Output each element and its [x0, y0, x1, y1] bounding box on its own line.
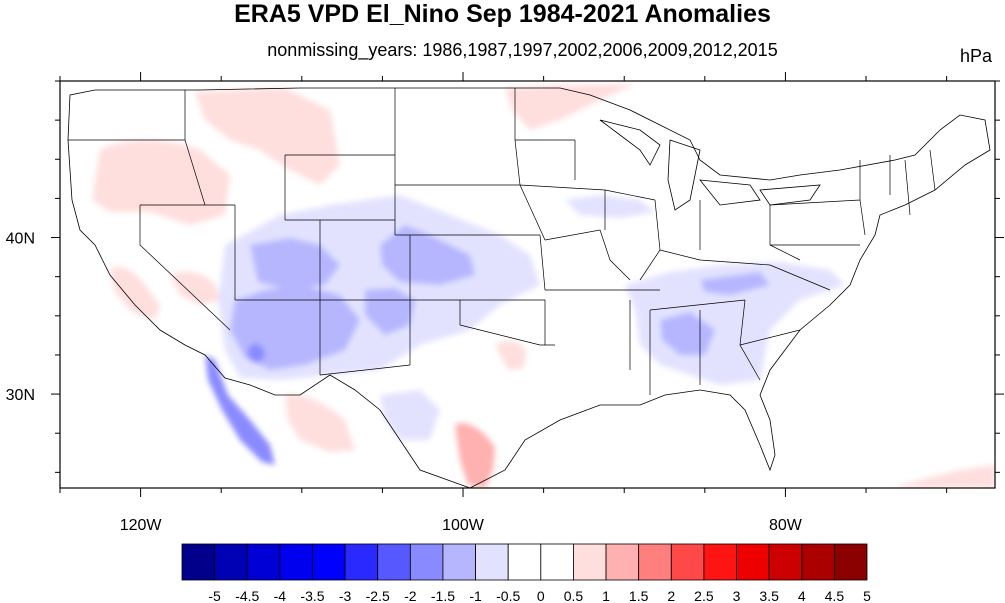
colorbar-swatch: [768, 543, 803, 581]
colorbar-swatch: [507, 543, 542, 581]
colorbar-label: 1.5: [629, 588, 649, 603]
colorbar-label: 4: [798, 588, 806, 603]
colorbar-label: -2: [404, 588, 417, 603]
anomaly-region-alabama-core: [660, 312, 715, 355]
anomaly-region-north-dakota-positive: [505, 84, 635, 130]
colorbar-swatch: [246, 543, 281, 581]
anomaly-region-south-texas-positive: [455, 422, 495, 488]
colorbar-label: -3: [339, 588, 352, 603]
axis-tick-labels: 120W 100W 80W 30N 40N: [6, 231, 803, 534]
colorbar-label: -1.5: [431, 588, 455, 603]
state-lines: [68, 88, 936, 395]
map-frame: [59, 80, 996, 489]
great-lakes: [599, 119, 821, 211]
anomaly-region-arizona-dark-spot: [248, 344, 265, 363]
anomaly-region-texas-positive: [495, 340, 526, 370]
colorbar-swatch: [670, 543, 705, 581]
colorbar-swatch: [703, 543, 737, 581]
colorbar-swatch: [801, 543, 835, 581]
anomaly-region-montana-positive: [195, 88, 340, 185]
colorbar-swatch: [736, 543, 770, 581]
colorbar-label: 5: [863, 588, 871, 603]
colorbar-swatch: [377, 543, 411, 581]
anomaly-shading: [92, 84, 995, 488]
coastline-outline: [67, 87, 991, 488]
colorbar: -5 -4.5 -4 -3.5 -3 -2.5 -2 -1.5 -1 -0.5 0 0.5 1 1.5 2 2…: [181, 543, 871, 603]
colorbar-swatch: [214, 543, 248, 581]
colorbar-swatch: [573, 543, 607, 581]
map-subtitle: nonmissing_years: 1986,1987,1997,2002,20…: [267, 40, 778, 60]
colorbar-label: -1: [469, 588, 482, 603]
anomaly-region-mexico-coast-positive: [285, 394, 355, 452]
y-tick-label: 40N: [6, 231, 35, 248]
colorbar-label: -0.5: [496, 588, 520, 603]
colorbar-swatch: [344, 543, 379, 581]
x-tick-label: 120W: [120, 517, 163, 534]
colorbar-label: 3.5: [759, 588, 779, 603]
colorbar-label: -5: [208, 588, 221, 603]
colorbar-label: 3: [733, 588, 741, 603]
x-tick-label: 100W: [442, 517, 485, 534]
x-tick-label: 80W: [769, 517, 803, 534]
colorbar-label: 4.5: [825, 588, 845, 603]
colorbar-swatch: [312, 543, 346, 581]
colorbar-swatch: [605, 543, 640, 581]
anomaly-region-utah-core: [250, 238, 340, 290]
colorbar-label: 1: [602, 588, 610, 603]
colorbar-label: 2: [667, 588, 675, 603]
colorbar-swatch: [279, 543, 313, 581]
colorbar-swatch: [638, 543, 672, 581]
colorbar-swatch: [181, 543, 216, 581]
colorbar-label: 0: [537, 588, 545, 603]
colorbar-label: 2.5: [694, 588, 714, 603]
colorbar-label: -2.5: [366, 588, 390, 603]
colorbar-swatch: [540, 543, 574, 581]
map-title: ERA5 VPD El_Nino Sep 1984-2021 Anomalies: [234, 0, 771, 28]
anomaly-region-nevada-west-positive: [110, 266, 160, 320]
axis-ticks: [51, 72, 1004, 497]
anomaly-region-tennessee-core: [700, 272, 770, 295]
colorbar-swatch: [833, 543, 868, 581]
colorbar-swatch: [475, 543, 509, 581]
units-label: hPa: [959, 46, 992, 66]
anomaly-region-colorado-core: [380, 225, 475, 285]
colorbar-label: 0.5: [564, 588, 584, 603]
colorbar-label: -4.5: [235, 588, 259, 603]
anomaly-region-oregon-idaho-positive: [92, 140, 230, 225]
anomaly-region-gulf-negative: [380, 390, 440, 440]
anomaly-region-california-south-positive: [170, 271, 220, 305]
colorbar-label: -4: [274, 588, 287, 603]
anomaly-region-iowa-negative: [565, 195, 655, 218]
anomaly-region-southeast-corner-positive: [900, 465, 995, 488]
y-tick-label: 30N: [6, 387, 35, 404]
colorbar-label: -3.5: [300, 588, 324, 603]
boundaries: [67, 87, 991, 488]
anomaly-region-baja-strip: [205, 355, 275, 465]
colorbar-swatch: [409, 543, 444, 581]
colorbar-swatch: [442, 543, 476, 581]
